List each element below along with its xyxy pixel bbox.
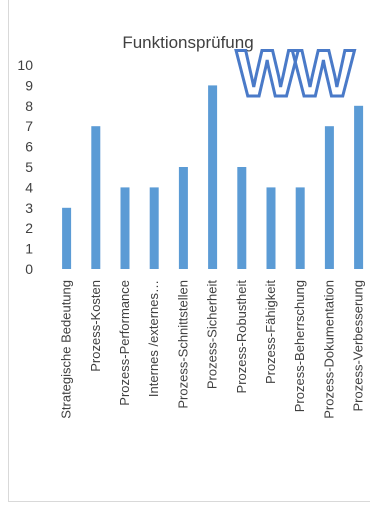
bars bbox=[62, 85, 364, 270]
chart-title: Funktionsprüfung bbox=[122, 33, 253, 52]
bar bbox=[208, 85, 218, 270]
x-axis-labels: Strategische Bedeutung Prozess-Kosten Proz… bbox=[59, 280, 366, 419]
chart-frame bbox=[8, 0, 370, 502]
y-axis: 0 1 2 3 4 5 6 7 8 9 10 bbox=[17, 57, 33, 277]
x-category-label: Strategische Bedeutung bbox=[59, 280, 74, 419]
x-category-label: Internes /externes… bbox=[146, 280, 161, 397]
bar bbox=[324, 126, 334, 269]
y-tick-label: 8 bbox=[25, 98, 33, 114]
x-category-label: Prozess-Dokumentation bbox=[321, 280, 336, 419]
y-tick-label: 5 bbox=[25, 159, 33, 175]
bar bbox=[266, 187, 276, 269]
bar bbox=[178, 167, 188, 269]
x-category-label: Prozess-Kosten bbox=[88, 280, 103, 372]
x-category-label: Prozess-Robustheit bbox=[234, 280, 249, 394]
bar bbox=[295, 187, 305, 269]
x-category-label: Prozess-Sicherheit bbox=[205, 280, 220, 389]
y-tick-label: 4 bbox=[25, 179, 33, 195]
y-tick-label: 1 bbox=[25, 241, 33, 257]
y-tick-label: 3 bbox=[25, 200, 33, 216]
x-category-label: Prozess-Fähigkeit bbox=[263, 280, 278, 384]
y-tick-label: 10 bbox=[17, 57, 33, 73]
bar bbox=[149, 187, 159, 269]
y-tick-label: 2 bbox=[25, 220, 33, 236]
bar bbox=[120, 187, 130, 269]
y-tick-label: 6 bbox=[25, 139, 33, 155]
x-category-label: Prozess-Verbesserung bbox=[351, 280, 366, 412]
y-tick-label: 7 bbox=[25, 118, 33, 134]
bar bbox=[91, 126, 101, 269]
y-tick-label: 9 bbox=[25, 77, 33, 93]
bar bbox=[62, 207, 72, 269]
bar bbox=[237, 167, 247, 269]
x-category-label: Prozess-Schnittstellen bbox=[175, 280, 190, 409]
bar bbox=[354, 105, 364, 269]
ww-overlay-logo: WW bbox=[236, 36, 355, 110]
y-tick-label: 0 bbox=[25, 261, 33, 277]
x-category-label: Prozess-Performance bbox=[117, 280, 132, 406]
x-category-label: Prozess-Beherrschung bbox=[292, 280, 307, 412]
